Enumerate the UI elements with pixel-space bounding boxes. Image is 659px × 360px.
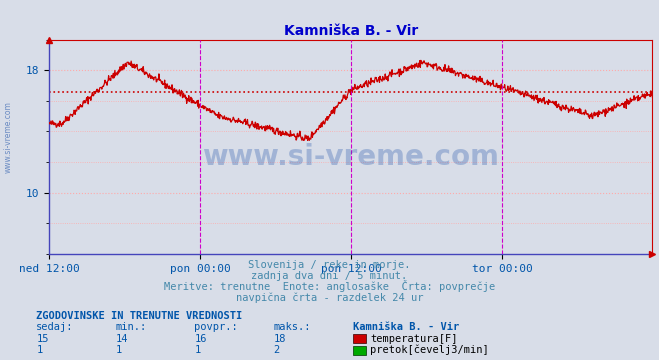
Text: 16: 16 [194,334,207,344]
Text: sedaj:: sedaj: [36,322,74,332]
Text: ZGODOVINSKE IN TRENUTNE VREDNOSTI: ZGODOVINSKE IN TRENUTNE VREDNOSTI [36,311,243,321]
Text: Kamniška B. - Vir: Kamniška B. - Vir [353,322,459,332]
Text: zadnja dva dni / 5 minut.: zadnja dva dni / 5 minut. [251,271,408,281]
Text: maks.:: maks.: [273,322,311,332]
Text: povpr.:: povpr.: [194,322,238,332]
Text: www.si-vreme.com: www.si-vreme.com [202,143,500,171]
Text: 14: 14 [115,334,128,344]
Text: min.:: min.: [115,322,146,332]
Text: temperatura[F]: temperatura[F] [370,334,458,344]
Text: 15: 15 [36,334,49,344]
Text: 2: 2 [273,345,279,355]
Text: 18: 18 [273,334,286,344]
Text: Slovenija / reke in morje.: Slovenija / reke in morje. [248,260,411,270]
Title: Kamniška B. - Vir: Kamniška B. - Vir [284,24,418,39]
Text: www.si-vreme.com: www.si-vreme.com [4,101,13,173]
Text: 1: 1 [115,345,121,355]
Text: pretok[čevelj3/min]: pretok[čevelj3/min] [370,345,489,355]
Text: Meritve: trenutne  Enote: anglosaške  Črta: povprečje: Meritve: trenutne Enote: anglosaške Črta… [164,280,495,292]
Text: 1: 1 [194,345,200,355]
Text: navpična črta - razdelek 24 ur: navpična črta - razdelek 24 ur [236,292,423,303]
Text: 1: 1 [36,345,42,355]
